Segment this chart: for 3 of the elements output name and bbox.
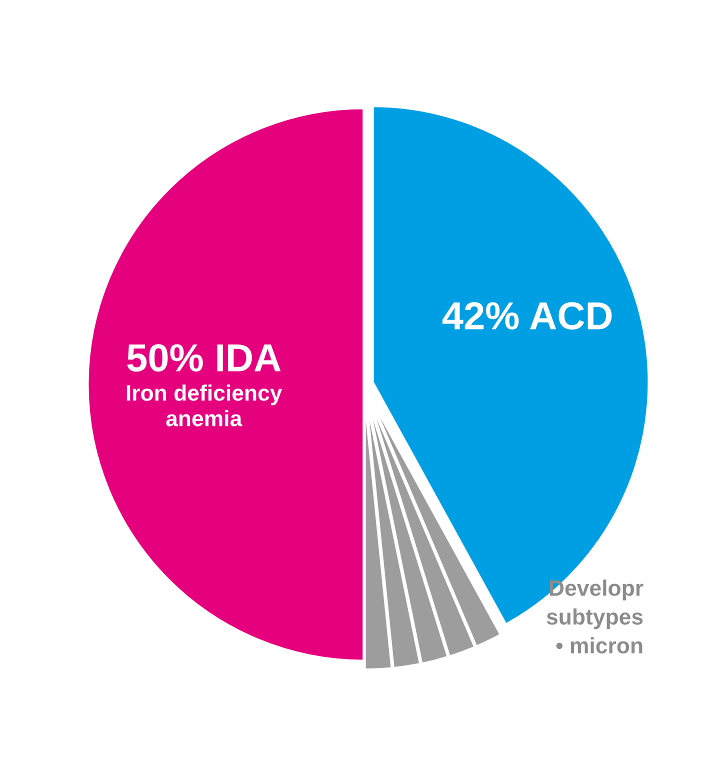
text: Developr subtypes • micron	[546, 580, 644, 654]
slice-label: 42% ACD	[442, 302, 612, 330]
slice-label: 50% IDA Iron deficiency anemia	[126, 344, 282, 426]
